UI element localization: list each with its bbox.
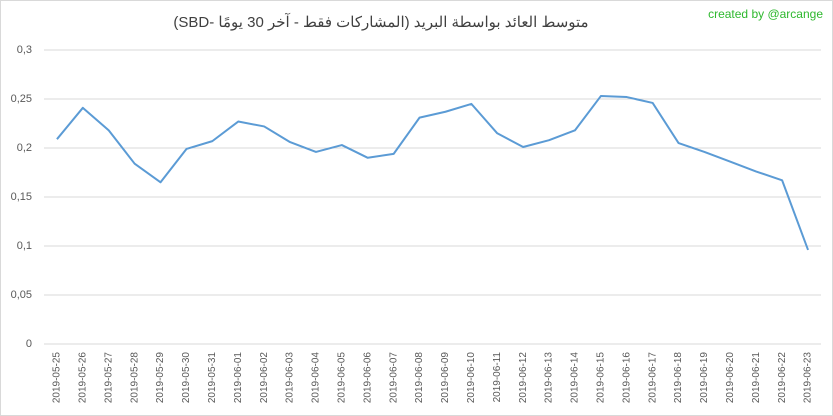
y-tick-label: 0,25 <box>11 93 32 105</box>
x-tick-label: 2019-06-16 <box>621 352 632 404</box>
x-tick-label: 2019-06-05 <box>336 352 347 404</box>
x-tick-label: 2019-06-04 <box>311 352 322 404</box>
x-tick-label: 2019-06-07 <box>388 352 399 404</box>
x-tick-label: 2019-06-13 <box>544 352 555 404</box>
x-tick-label: 2019-05-27 <box>103 352 114 404</box>
x-tick-label: 2019-06-02 <box>259 352 270 404</box>
watermark: created by @arcange <box>708 7 823 21</box>
x-tick-label: 2019-06-11 <box>492 352 503 403</box>
x-tick-label: 2019-06-23 <box>803 352 814 404</box>
data-line <box>56 95 809 251</box>
x-tick-label: 2019-06-01 <box>233 352 244 404</box>
x-tick-label: 2019-06-12 <box>518 352 529 404</box>
x-tick-label: 2019-05-28 <box>129 352 140 404</box>
x-tick-label: 2019-05-25 <box>52 352 63 404</box>
x-tick-label: 2019-06-22 <box>777 352 788 404</box>
x-tick-label: 2019-06-09 <box>440 352 451 404</box>
y-tick-label: 0,2 <box>17 142 32 154</box>
chart-title: متوسط العائد بواسطة البريد (المشاركات فق… <box>173 13 588 31</box>
x-tick-label: 2019-06-19 <box>699 352 710 404</box>
x-tick-label: 2019-06-14 <box>570 352 581 404</box>
y-tick-label: 0,1 <box>17 240 32 252</box>
x-tick-label: 2019-06-15 <box>595 352 606 404</box>
x-tick-label: 2019-06-06 <box>362 352 373 404</box>
y-tick-label: 0 <box>26 338 32 350</box>
x-tick-label: 2019-05-30 <box>181 352 192 404</box>
x-tick-label: 2019-06-21 <box>751 352 762 404</box>
x-tick-label: 2019-06-18 <box>673 352 684 404</box>
y-tick-label: 0,3 <box>17 44 32 56</box>
x-tick-label: 2019-06-17 <box>647 352 658 404</box>
x-tick-label: 2019-05-29 <box>155 352 166 404</box>
x-tick-label: 2019-05-31 <box>207 352 218 404</box>
y-tick-label: 0,05 <box>11 289 32 301</box>
y-tick-label: 0,15 <box>11 191 32 203</box>
x-tick-label: 2019-06-03 <box>285 352 296 404</box>
x-tick-label: 2019-06-08 <box>414 352 425 404</box>
x-tick-label: 2019-05-26 <box>77 352 88 404</box>
x-tick-label: 2019-06-20 <box>725 352 736 404</box>
x-tick-label: 2019-06-10 <box>466 352 477 404</box>
